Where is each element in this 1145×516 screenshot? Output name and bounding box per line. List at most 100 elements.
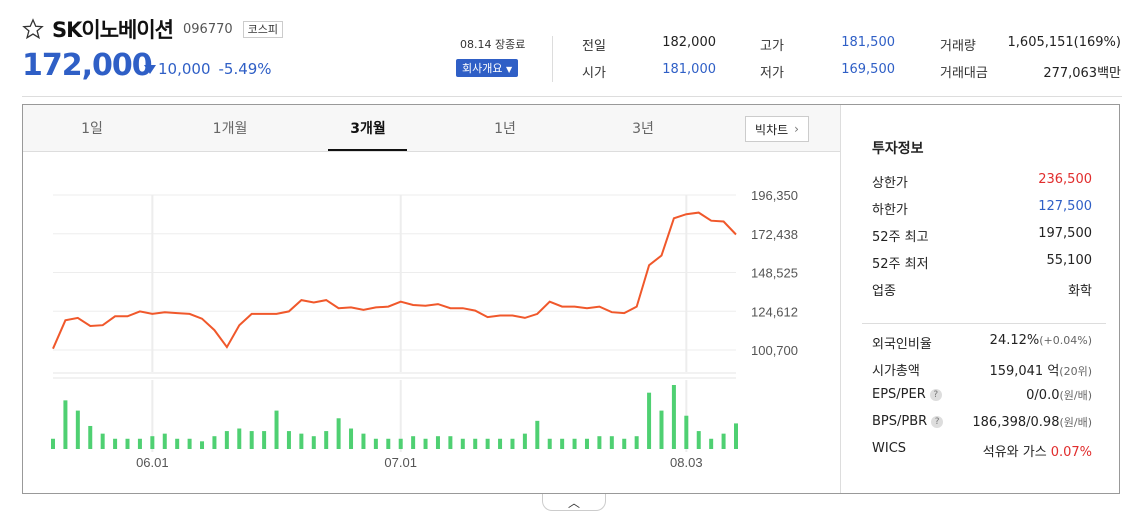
volume-bar [249, 431, 254, 449]
volume-bar [262, 431, 267, 449]
tab-1d[interactable]: 1일 [81, 121, 103, 137]
volume-bar [609, 436, 614, 449]
volume-bar [584, 438, 589, 449]
volume-bar [187, 438, 192, 449]
volume-bar [435, 436, 440, 449]
volume-bar [634, 436, 639, 449]
info-extra: (20위) [1059, 365, 1092, 378]
volume-bar [423, 438, 428, 449]
volume-bar [411, 436, 416, 449]
volume-bar [547, 438, 552, 449]
info-row: 하한가 127,500 [872, 199, 1092, 218]
chevron-up-icon: ︿ [567, 495, 580, 510]
volume-bar [361, 433, 366, 449]
help-icon[interactable]: ? [929, 388, 942, 401]
star-icon[interactable] [22, 18, 44, 40]
volume-bar [485, 438, 490, 449]
info-value: 석유와 가스 0.07% [982, 445, 1092, 460]
price-change: 10,000 -5.49% [144, 60, 272, 78]
volume-bar [162, 433, 167, 449]
active-tab-indicator [328, 149, 407, 151]
info-value: 186,398/0.98(원/배) [972, 415, 1092, 430]
volume-bar [522, 433, 527, 449]
volume-bar [572, 438, 577, 449]
stock-name: SK이노베이션 [52, 18, 174, 42]
tab-3m[interactable]: 3개월 [350, 121, 386, 137]
summary-value: 182,000 [662, 35, 716, 50]
change-amount: 10,000 [158, 60, 211, 78]
volume-bar [535, 420, 540, 449]
info-value: 197,500 [1038, 226, 1092, 241]
info-label: EPS/PER? [872, 387, 942, 403]
change-percent: -5.49% [218, 60, 272, 78]
volume-bar [137, 438, 142, 449]
chart-panel [22, 104, 1120, 494]
volume-bar [684, 415, 689, 449]
info-row: BPS/PBR? 186,398/0.98(원/배) [872, 414, 1092, 430]
volume-bar [510, 438, 515, 449]
x-tick-label: 06.01 [136, 455, 169, 470]
volume-bar [100, 433, 105, 449]
tab-1y[interactable]: 1년 [494, 121, 516, 137]
volume-bar [200, 441, 205, 449]
volume-bar [696, 431, 701, 449]
volume-bar [647, 392, 652, 449]
side-divider [840, 105, 841, 493]
summary-value: 181,000 [662, 62, 716, 77]
volume-bar [659, 410, 664, 449]
volume-bar [113, 438, 118, 449]
summary-value: 169,500 [841, 62, 895, 77]
info-row: EPS/PER? 0/0.0(원/배) [872, 387, 1092, 403]
volume-bar [324, 431, 329, 449]
company-overview-label: 회사개요 [462, 62, 503, 75]
stock-code: 096770 [183, 21, 233, 37]
collapse-toggle[interactable]: ︿ [542, 494, 606, 511]
info-row: 52주 최고 197,500 [872, 226, 1092, 245]
x-tick-label: 08.03 [670, 455, 703, 470]
info-value: 24.12%(+0.04%) [989, 333, 1092, 348]
volume-bar [734, 423, 738, 449]
info-extra: (+0.04%) [1039, 334, 1092, 347]
company-overview-button[interactable]: 회사개요 ▼ [456, 59, 519, 77]
volume-bar [299, 433, 304, 449]
bigchart-button[interactable]: 빅차트 › [745, 116, 809, 142]
y-tick-label: 100,700 [751, 343, 798, 358]
info-row: 52주 최저 55,100 [872, 253, 1092, 272]
summary-value: 277,063백만 [1043, 66, 1121, 81]
volume-bar [63, 400, 68, 449]
volume-bar [311, 436, 316, 449]
help-icon[interactable]: ? [931, 415, 944, 428]
volume-bar [386, 438, 391, 449]
volume-bar [709, 438, 714, 449]
info-separator [862, 323, 1106, 324]
volume-bar [224, 431, 229, 449]
info-value: 55,100 [1046, 253, 1093, 268]
chevron-right-icon: › [794, 122, 799, 136]
market-date: 08.14 장종료 [460, 38, 526, 51]
info-title: 투자정보 [872, 141, 924, 157]
y-tick-label: 124,612 [751, 304, 798, 319]
volume-bar [125, 438, 130, 449]
info-label: 52주 최저 [872, 257, 929, 272]
info-extra: (원/배) [1059, 416, 1092, 429]
caret-down-icon: ▼ [505, 65, 513, 74]
volume-bar [373, 438, 378, 449]
info-label: 52주 최고 [872, 230, 929, 245]
current-price: 172,000 [22, 48, 153, 83]
info-value: 화학 [1068, 284, 1092, 299]
price-line [52, 211, 737, 350]
summary-value: 181,500 [841, 35, 895, 50]
market-badge: 코스피 [242, 20, 284, 38]
info-value: 127,500 [1038, 199, 1092, 214]
volume-bar [212, 436, 217, 449]
info-value: 159,041 억(20위) [989, 364, 1092, 379]
info-label: BPS/PBR? [872, 414, 944, 430]
info-row: 상한가 236,500 [872, 172, 1092, 191]
volume-bar [448, 436, 453, 449]
volume-bar [597, 436, 602, 449]
tab-1m[interactable]: 1개월 [212, 121, 248, 137]
tab-3y[interactable]: 3년 [632, 121, 654, 137]
summary-value: 1,605,151(169%) [1007, 35, 1121, 50]
summary-label: 거래대금 [940, 66, 988, 81]
x-tick-label: 07.01 [384, 455, 417, 470]
